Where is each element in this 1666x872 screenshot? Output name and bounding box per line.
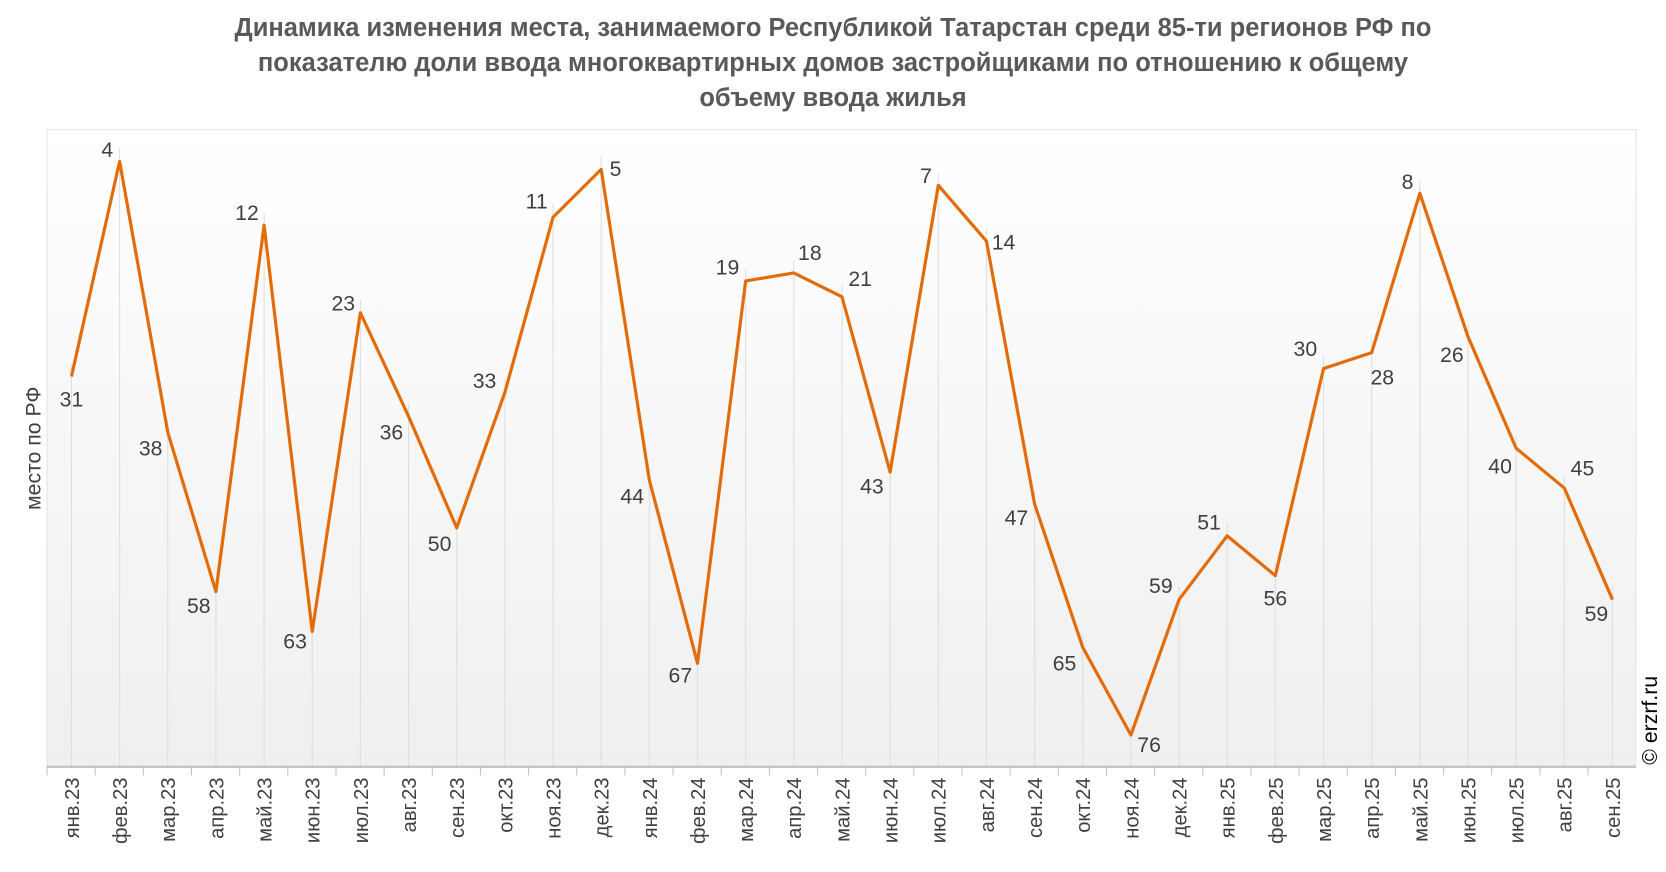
data-label: 8 (1402, 170, 1414, 194)
x-tick-label: янв.24 (640, 777, 662, 838)
data-label: 56 (1264, 586, 1288, 610)
x-tick-label: окт.23 (495, 777, 517, 832)
data-label: 63 (283, 629, 307, 653)
x-tick-label: апр.23 (206, 777, 228, 838)
x-tick-label: июл.25 (1507, 777, 1529, 843)
data-label: 67 (669, 663, 693, 687)
x-tick-label: янв.25 (1218, 777, 1240, 838)
x-tick-label: мар.23 (158, 777, 180, 841)
x-tick-label: апр.24 (784, 777, 806, 838)
data-label: 44 (620, 484, 644, 508)
x-tick-label: сен.23 (447, 777, 469, 838)
data-label: 50 (428, 532, 452, 556)
x-tick-label: май.25 (1410, 777, 1432, 841)
data-label: 19 (716, 256, 740, 280)
data-label: 11 (526, 190, 548, 214)
data-label: 7 (920, 164, 932, 188)
chart-title-line-1: Динамика изменения места, занимаемого Ре… (235, 14, 1432, 42)
x-tick-label: сен.24 (1025, 777, 1047, 838)
x-tick-label: июл.23 (351, 777, 373, 843)
data-label: 51 (1197, 510, 1221, 534)
data-label: 65 (1053, 652, 1077, 676)
x-tick-label: мар.24 (736, 777, 758, 841)
x-tick-label: май.23 (255, 777, 277, 841)
x-tick-label: янв.23 (62, 777, 84, 838)
data-label: 12 (235, 201, 259, 225)
data-label: 38 (139, 437, 163, 461)
data-label: 28 (1370, 365, 1394, 389)
x-ticks: янв.23 фев.23 мар.23 апр.23 май.23 июн.23 июл.… (46, 766, 1625, 844)
data-label: 26 (1440, 343, 1464, 367)
watermark: © erzrf.ru (1638, 676, 1662, 765)
x-tick-label: дек.24 (1169, 777, 1191, 837)
data-label: 30 (1294, 337, 1318, 361)
data-label: 23 (331, 292, 355, 316)
data-label: 59 (1585, 602, 1609, 626)
data-label: 40 (1488, 455, 1512, 479)
x-tick-label: июл.24 (929, 777, 951, 843)
data-label: 21 (848, 267, 872, 291)
chart-title-line-2: показателю доли ввода многоквартирных до… (258, 49, 1409, 77)
x-tick-label: авг.25 (1555, 777, 1577, 832)
data-label: 58 (187, 594, 211, 618)
x-tick-label: июн.23 (303, 777, 325, 843)
x-tick-label: апр.25 (1362, 777, 1384, 838)
x-tick-label: июн.25 (1458, 777, 1480, 843)
x-tick-label: мар.25 (1314, 777, 1336, 841)
x-tick-label: июн.24 (881, 777, 903, 843)
x-tick-label: май.24 (832, 777, 854, 841)
x-tick-label: фев.23 (110, 777, 132, 844)
data-label: 36 (380, 421, 404, 445)
data-label: 5 (610, 157, 622, 181)
x-tick-label: фев.25 (1266, 777, 1288, 844)
grid-lines (70, 148, 1613, 767)
data-label: 14 (992, 231, 1016, 255)
data-label: 76 (1137, 733, 1161, 757)
data-label: 47 (1005, 506, 1029, 530)
chart-title-line-3: объему ввода жилья (699, 84, 966, 112)
data-label: 59 (1149, 574, 1173, 598)
data-label: 43 (860, 474, 884, 498)
x-tick-label: дек.23 (592, 777, 614, 837)
x-tick-label: фев.24 (688, 777, 710, 844)
data-label: 33 (473, 369, 497, 393)
y-axis-label: место по РФ (22, 386, 46, 510)
x-tick-label: окт.24 (1073, 777, 1095, 832)
x-tick-label: ноя.23 (543, 777, 565, 838)
x-tick-label: сен.25 (1603, 777, 1625, 838)
data-label: 18 (798, 241, 822, 265)
data-label: 45 (1571, 456, 1595, 480)
x-tick-label: ноя.24 (1121, 777, 1143, 838)
data-label: 4 (101, 138, 113, 162)
x-tick-label: авг.24 (977, 777, 999, 832)
data-label: 31 (60, 387, 84, 411)
data-labels: 31 4 38 58 12 63 23 36 50 33 11 5 44 67 19 18 21 43 7 14 47 6… (60, 138, 1613, 757)
x-tick-label: авг.23 (399, 777, 421, 832)
